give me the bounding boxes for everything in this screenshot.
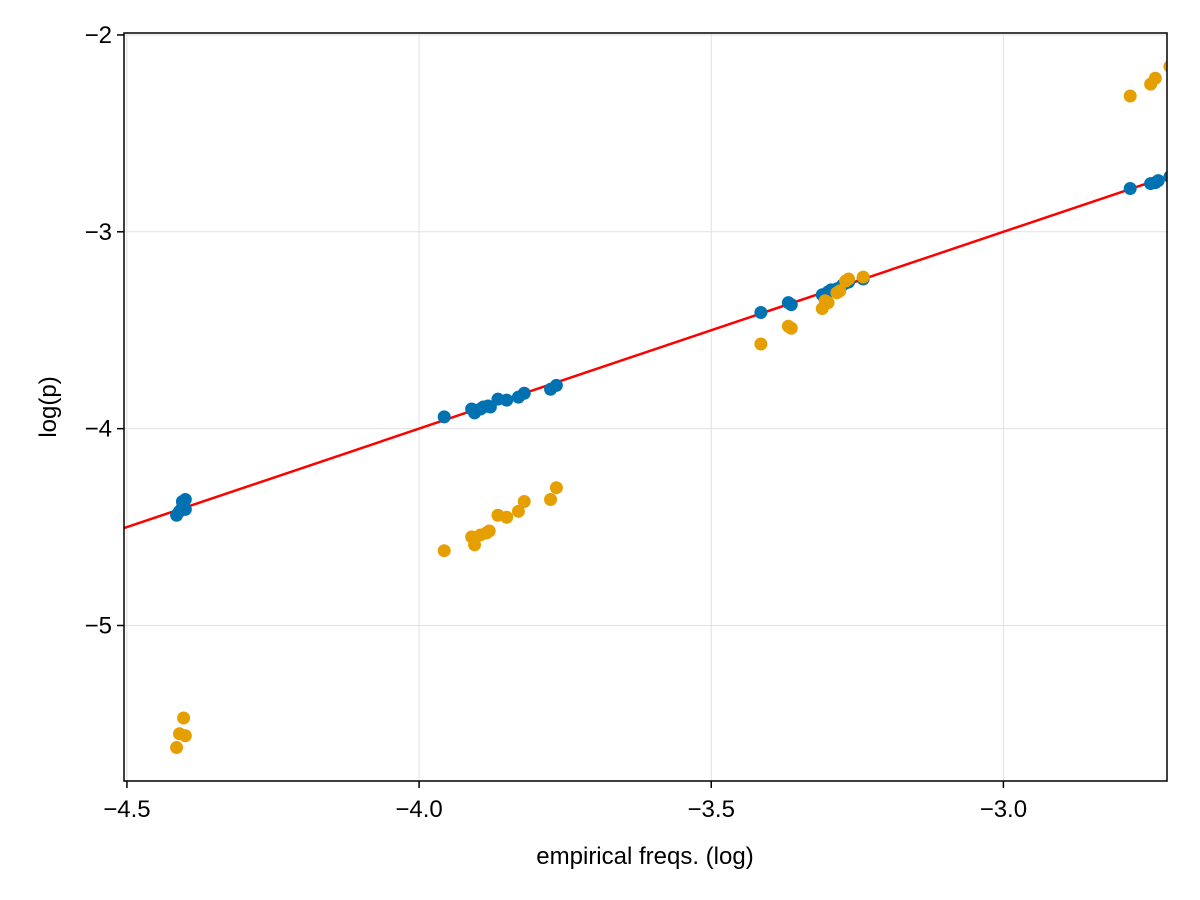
series-2-point bbox=[784, 321, 798, 335]
y-axis-label: log(p) bbox=[35, 376, 62, 437]
y-tick-label: −3 bbox=[85, 219, 112, 246]
series-2-point bbox=[1123, 89, 1137, 103]
series-1-point bbox=[437, 410, 451, 424]
series-2-point bbox=[511, 504, 525, 518]
y-tick-label: −4 bbox=[85, 416, 112, 443]
series-1-point bbox=[178, 493, 192, 507]
series-1-point bbox=[500, 393, 514, 407]
plot-background bbox=[124, 33, 1167, 781]
x-tick-label: −3.0 bbox=[980, 796, 1027, 823]
series-1-point bbox=[1123, 182, 1137, 196]
series-1-point bbox=[1151, 174, 1165, 188]
series-2-point bbox=[549, 481, 563, 495]
series-2-point bbox=[856, 270, 870, 284]
y-tick-label: −5 bbox=[85, 612, 112, 639]
series-2-point bbox=[1148, 71, 1162, 85]
fit-line bbox=[124, 175, 1167, 530]
series-2-point bbox=[754, 337, 768, 351]
series-2-point bbox=[178, 729, 192, 743]
series-1-point bbox=[517, 386, 531, 400]
series-2-point bbox=[833, 284, 847, 298]
plot-frame bbox=[123, 32, 1168, 782]
series-1-point bbox=[549, 378, 563, 392]
x-tick-label: −3.5 bbox=[688, 796, 735, 823]
series-1-point bbox=[784, 298, 798, 312]
series-2-point bbox=[544, 493, 558, 507]
x-tick-label: −4.0 bbox=[395, 796, 442, 823]
series-1-point bbox=[1163, 170, 1167, 183]
series-2-point bbox=[821, 296, 835, 310]
series-2-point bbox=[1163, 60, 1167, 73]
series-2-point bbox=[482, 524, 496, 538]
axis-ticks: −4.5 −4.0 −3.5 −3.0 −2 −3 −4 −5 bbox=[85, 22, 1027, 823]
fit-line-layer bbox=[124, 175, 1167, 530]
y-tick-label: −2 bbox=[85, 22, 112, 49]
x-tick-label: −4.5 bbox=[103, 796, 150, 823]
series-layer bbox=[170, 60, 1167, 755]
series-2-point bbox=[468, 538, 482, 552]
series-2-point bbox=[517, 494, 531, 508]
series-2-point bbox=[177, 711, 191, 725]
series-2-point bbox=[842, 272, 856, 286]
series-1-point bbox=[178, 502, 192, 516]
series-1-point bbox=[754, 306, 768, 320]
x-axis-label: empirical freqs. (log) bbox=[536, 843, 753, 870]
series-2-point bbox=[500, 510, 514, 524]
series-2-point bbox=[170, 741, 184, 755]
series-2-point bbox=[437, 544, 451, 558]
grid-lines bbox=[124, 33, 1167, 781]
